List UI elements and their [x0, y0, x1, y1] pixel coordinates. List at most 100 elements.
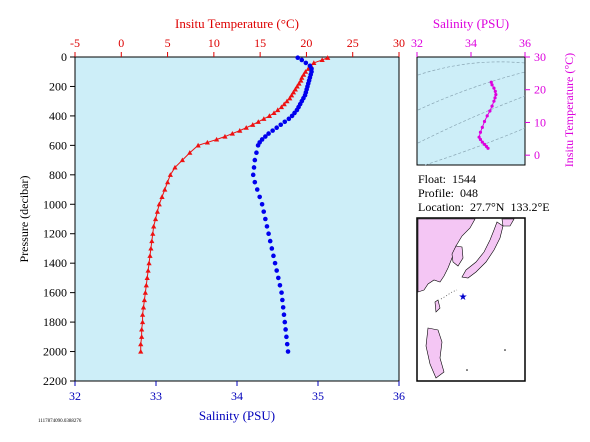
- temperature-point: [162, 186, 168, 192]
- ts-temperature-tick-label: 10: [534, 115, 546, 129]
- ts-point: [493, 89, 497, 93]
- temperature-point: [139, 334, 145, 339]
- ts-contour-line: [424, 127, 526, 166]
- location-map: ★: [416, 217, 526, 382]
- salinity-axis-title: Salinity (PSU): [199, 408, 275, 423]
- temperature-point: [214, 136, 220, 142]
- temperature-point: [278, 104, 285, 110]
- temperature-point: [150, 231, 156, 236]
- ts-point: [480, 140, 484, 144]
- ts-diagram: 32 34 36 0 10 20 30 Salinity (PSU) Insitu Tem…: [411, 16, 576, 167]
- temperature-point: [229, 130, 235, 136]
- ts-temperature-tick-label: 0: [534, 148, 540, 162]
- temperature-point: [311, 60, 317, 65]
- temperature-point: [298, 77, 304, 83]
- temperature-tick-label: 5: [165, 36, 171, 50]
- temperature-point: [148, 245, 154, 251]
- salinity-point: [282, 319, 288, 325]
- salinity-point: [261, 209, 267, 214]
- salinity-point: [267, 238, 273, 244]
- ts-point: [494, 93, 498, 97]
- salinity-point: [303, 60, 309, 66]
- temperature-point: [281, 101, 287, 107]
- temperature-point: [187, 150, 193, 155]
- salinity-point: [266, 131, 271, 136]
- temperature-point: [159, 194, 165, 199]
- pressure-tick-label: 0: [61, 50, 67, 64]
- salinity-point: [259, 201, 265, 207]
- ts-plot-area: [416, 56, 526, 166]
- ts-point: [492, 99, 496, 103]
- salinity-point: [281, 312, 287, 318]
- temperature-point: [167, 172, 173, 177]
- temperature-point: [172, 164, 178, 170]
- salinity-point: [274, 125, 279, 130]
- ts-point: [490, 83, 494, 87]
- salinity-point: [252, 157, 258, 163]
- temperature-point: [149, 238, 155, 244]
- salinity-point: [282, 119, 288, 125]
- salinity-point: [264, 224, 270, 229]
- salinity-point: [289, 113, 295, 119]
- salinity-point: [280, 305, 286, 310]
- salinity-point: [252, 179, 258, 185]
- temperature-point: [141, 297, 148, 303]
- temperature-point: [139, 319, 146, 325]
- salinity-point: [250, 172, 256, 178]
- salinity-point: [254, 187, 260, 192]
- pressure-tick-label: 1600: [43, 286, 67, 300]
- ts-point: [486, 146, 490, 150]
- map-land-hokkaido: [501, 218, 515, 227]
- temperature-point: [138, 348, 144, 354]
- ts-point: [485, 114, 489, 118]
- salinity-point: [279, 290, 284, 295]
- ts-density-contours: [417, 61, 526, 166]
- temperature-point: [243, 125, 249, 130]
- temperature-tick-label: -5: [70, 36, 80, 50]
- salinity-point: [277, 282, 283, 288]
- salinity-axis-ticks: 32 33 34 35 36: [69, 381, 405, 403]
- temperature-point: [204, 139, 210, 145]
- temperature-tick-label: 15: [254, 36, 266, 50]
- ts-salinity-title: Salinity (PSU): [433, 16, 509, 31]
- pressure-tick-label: 1800: [43, 315, 67, 329]
- temperature-point: [266, 113, 272, 118]
- salinity-series: [250, 55, 314, 354]
- pressure-tick-label: 400: [49, 109, 67, 123]
- ts-contour-line: [417, 71, 526, 111]
- pressure-tick-label: 1200: [43, 227, 67, 241]
- temperature-point: [139, 326, 145, 332]
- temperature-point: [275, 107, 281, 113]
- ts-temperature-title: Insitu Temperature (°C): [562, 53, 576, 167]
- temperature-point: [302, 69, 309, 74]
- temperature-point: [143, 282, 149, 288]
- map-land-korea: [451, 245, 464, 267]
- temperature-point: [290, 89, 297, 95]
- ts-salinity-tick-label: 34: [465, 36, 477, 50]
- salinity-point: [285, 349, 291, 354]
- salinity-point: [299, 57, 305, 63]
- temperature-point: [179, 157, 185, 163]
- temperature-point: [140, 304, 147, 310]
- temperature-point: [296, 80, 302, 86]
- salinity-tick-label: 36: [393, 389, 405, 403]
- salinity-tick-label: 35: [312, 389, 324, 403]
- temperature-point: [319, 57, 325, 63]
- salinity-point: [280, 297, 285, 303]
- ts-salinity-tick-label: 36: [519, 36, 531, 50]
- temperature-point: [195, 142, 201, 148]
- pressure-tick-label: 800: [49, 168, 67, 182]
- salinity-point: [263, 216, 268, 222]
- map-land-japan: [461, 221, 504, 279]
- salinity-point: [269, 246, 275, 251]
- temperature-point: [301, 72, 307, 77]
- footer-code: 1117874090.0388276: [38, 419, 82, 424]
- temperature-point: [284, 98, 290, 104]
- ts-point: [493, 96, 497, 100]
- temperature-tick-label: 0: [118, 36, 124, 50]
- temperature-point: [139, 312, 146, 317]
- ts-contour-line: [417, 95, 526, 144]
- temperature-point: [255, 119, 261, 124]
- temperature-point: [144, 275, 150, 280]
- ts-point: [488, 109, 492, 113]
